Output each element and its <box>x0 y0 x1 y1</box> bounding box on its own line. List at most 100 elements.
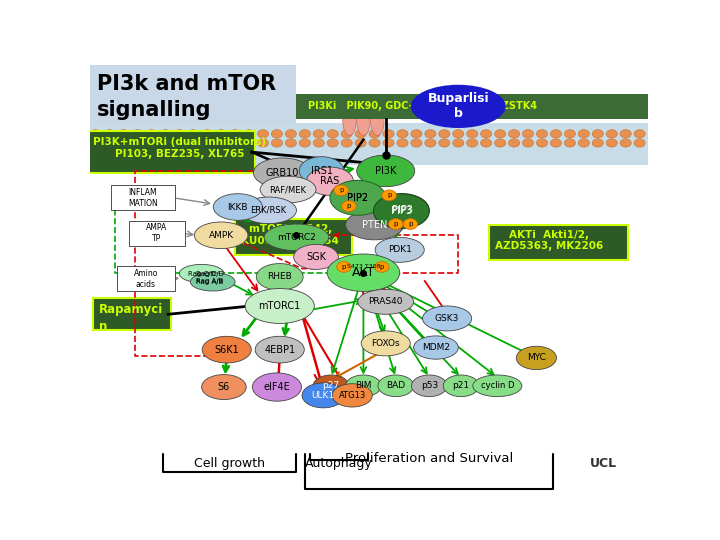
FancyBboxPatch shape <box>87 131 255 173</box>
Ellipse shape <box>378 375 414 396</box>
Circle shape <box>550 130 562 138</box>
Text: PIP3: PIP3 <box>392 205 413 215</box>
Text: Autophagy: Autophagy <box>305 457 373 470</box>
Ellipse shape <box>294 245 338 269</box>
Circle shape <box>523 139 534 147</box>
Ellipse shape <box>343 106 356 136</box>
Circle shape <box>341 130 352 138</box>
Text: MDM2: MDM2 <box>422 343 450 352</box>
FancyBboxPatch shape <box>111 185 175 210</box>
FancyBboxPatch shape <box>235 219 352 255</box>
Text: AKTi  Akti1/2,
AZD5363, MK2206: AKTi Akti1/2, AZD5363, MK2206 <box>495 230 603 252</box>
Text: signalling: signalling <box>97 100 212 120</box>
Circle shape <box>215 139 227 147</box>
Text: FOXOs: FOXOs <box>372 339 400 348</box>
Circle shape <box>523 130 534 138</box>
Circle shape <box>202 130 213 138</box>
Circle shape <box>271 130 282 138</box>
Ellipse shape <box>331 181 384 214</box>
FancyBboxPatch shape <box>90 123 648 165</box>
Text: BIM: BIM <box>355 381 372 390</box>
Ellipse shape <box>356 155 415 187</box>
Circle shape <box>508 139 520 147</box>
Circle shape <box>160 139 171 147</box>
Ellipse shape <box>253 373 302 401</box>
Text: mTORC2: mTORC2 <box>277 233 316 242</box>
Text: eIF4E: eIF4E <box>264 382 290 392</box>
Text: IRS1: IRS1 <box>310 166 333 176</box>
Text: mTORi PP242,
KU006, WYE-354: mTORi PP242, KU006, WYE-354 <box>241 225 339 246</box>
Circle shape <box>592 139 603 147</box>
Text: PI3K+mTORi (dual inhibitors)
PI103, BEZ235, XL765: PI3K+mTORi (dual inhibitors) PI103, BEZ2… <box>94 137 266 159</box>
Text: Buparlisi
b: Buparlisi b <box>428 92 489 120</box>
Ellipse shape <box>194 222 248 248</box>
Text: PRAS40: PRAS40 <box>369 298 403 306</box>
Circle shape <box>403 219 418 230</box>
Text: p: p <box>379 264 384 270</box>
Circle shape <box>145 139 157 147</box>
Circle shape <box>104 139 115 147</box>
Ellipse shape <box>253 158 312 188</box>
Circle shape <box>438 130 450 138</box>
Text: AMPA
TP: AMPA TP <box>146 224 168 243</box>
Ellipse shape <box>264 224 329 251</box>
Circle shape <box>564 139 575 147</box>
Ellipse shape <box>313 375 349 396</box>
Ellipse shape <box>516 346 557 369</box>
Ellipse shape <box>302 383 344 408</box>
Text: RAF/MEK: RAF/MEK <box>269 185 307 194</box>
Ellipse shape <box>423 306 472 331</box>
Circle shape <box>453 130 464 138</box>
Circle shape <box>495 139 505 147</box>
Ellipse shape <box>190 273 235 291</box>
Text: PI3Ki   PIK90, GDC-0941, BKM120   ZSTK4: PI3Ki PIK90, GDC-0941, BKM120 ZSTK4 <box>307 102 536 111</box>
Text: UCL: UCL <box>590 457 617 470</box>
Circle shape <box>90 139 101 147</box>
Text: p: p <box>387 192 391 198</box>
Ellipse shape <box>202 336 251 363</box>
Text: p: p <box>342 264 346 270</box>
Ellipse shape <box>213 194 262 220</box>
Circle shape <box>160 130 171 138</box>
Circle shape <box>606 130 617 138</box>
Circle shape <box>467 139 478 147</box>
Text: S6K1: S6K1 <box>215 345 239 355</box>
Text: RHEB: RHEB <box>267 272 292 281</box>
Text: Rapamyci: Rapamyci <box>99 303 163 316</box>
Circle shape <box>334 185 348 196</box>
Text: INFLAM
MATION: INFLAM MATION <box>128 188 158 207</box>
Text: Cell growth: Cell growth <box>194 457 265 470</box>
Text: SGK: SGK <box>306 252 326 262</box>
Text: p: p <box>394 221 398 227</box>
Text: ULK1: ULK1 <box>312 391 335 400</box>
Circle shape <box>118 139 129 147</box>
Ellipse shape <box>300 157 344 185</box>
Text: Rag C/D
Rag A/B: Rag C/D Rag A/B <box>196 271 224 284</box>
Ellipse shape <box>374 194 429 228</box>
Circle shape <box>355 130 366 138</box>
Ellipse shape <box>332 384 372 407</box>
Text: PI3k and mTOR: PI3k and mTOR <box>97 74 276 94</box>
Circle shape <box>397 139 408 147</box>
Circle shape <box>536 130 548 138</box>
Circle shape <box>300 139 310 147</box>
FancyBboxPatch shape <box>117 266 175 292</box>
Ellipse shape <box>260 176 316 203</box>
Circle shape <box>300 130 310 138</box>
Text: n: n <box>99 320 107 333</box>
Circle shape <box>495 130 505 138</box>
Circle shape <box>230 139 240 147</box>
FancyBboxPatch shape <box>297 94 648 119</box>
Circle shape <box>271 139 282 147</box>
Circle shape <box>243 139 255 147</box>
Circle shape <box>188 139 199 147</box>
Circle shape <box>383 139 394 147</box>
Circle shape <box>620 139 631 147</box>
Ellipse shape <box>330 180 386 215</box>
Circle shape <box>327 130 338 138</box>
Circle shape <box>606 139 617 147</box>
Text: p: p <box>347 203 351 209</box>
Circle shape <box>620 130 631 138</box>
Ellipse shape <box>202 375 246 400</box>
Circle shape <box>481 139 492 147</box>
